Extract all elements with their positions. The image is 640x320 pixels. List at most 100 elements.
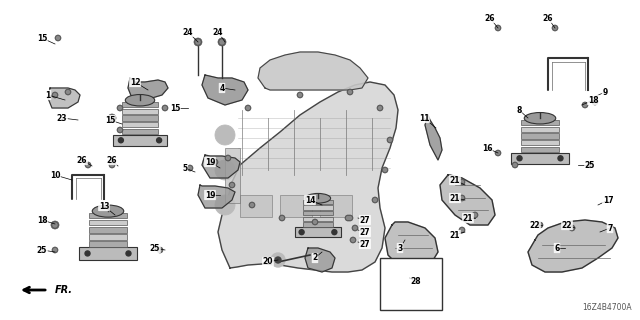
Circle shape: [67, 91, 70, 93]
Circle shape: [55, 35, 61, 41]
Circle shape: [352, 225, 358, 231]
Polygon shape: [202, 155, 240, 178]
Circle shape: [52, 247, 58, 253]
Bar: [122, 102, 158, 107]
Bar: [511, 153, 569, 164]
Bar: [122, 108, 158, 114]
Circle shape: [517, 156, 522, 161]
Bar: [393, 280, 417, 284]
Ellipse shape: [305, 193, 331, 203]
Circle shape: [378, 107, 381, 109]
Circle shape: [593, 100, 596, 103]
Text: 27: 27: [360, 239, 371, 249]
Text: 13: 13: [99, 202, 109, 211]
Circle shape: [117, 127, 123, 133]
Circle shape: [312, 219, 318, 225]
Text: 22: 22: [562, 220, 572, 229]
Bar: [521, 140, 559, 145]
Text: 15: 15: [170, 103, 180, 113]
Bar: [303, 205, 333, 210]
Bar: [521, 147, 559, 152]
Text: 21: 21: [450, 230, 460, 239]
Polygon shape: [202, 75, 248, 105]
Circle shape: [349, 91, 351, 93]
Text: 28: 28: [411, 277, 421, 286]
Circle shape: [332, 230, 337, 235]
Circle shape: [592, 99, 598, 105]
Circle shape: [347, 215, 353, 221]
Bar: [280, 195, 312, 217]
Circle shape: [108, 114, 116, 122]
Circle shape: [211, 194, 214, 196]
Circle shape: [584, 103, 586, 107]
Text: 25: 25: [585, 161, 595, 170]
Text: 6: 6: [554, 244, 559, 252]
Circle shape: [372, 197, 378, 203]
Text: 19: 19: [205, 157, 215, 166]
Polygon shape: [48, 88, 80, 108]
Circle shape: [157, 138, 162, 143]
Circle shape: [472, 212, 478, 218]
Circle shape: [512, 162, 518, 168]
Circle shape: [589, 164, 591, 166]
Circle shape: [495, 150, 501, 156]
Circle shape: [53, 223, 57, 227]
Text: 14: 14: [305, 196, 316, 204]
Text: 16Z4B4700A: 16Z4B4700A: [582, 303, 632, 312]
Text: 9: 9: [602, 87, 607, 97]
Circle shape: [353, 227, 356, 229]
Circle shape: [246, 107, 250, 109]
Circle shape: [497, 27, 499, 29]
Text: 17: 17: [603, 196, 613, 204]
Circle shape: [65, 89, 71, 95]
Circle shape: [109, 162, 115, 168]
Circle shape: [582, 102, 588, 108]
Circle shape: [382, 167, 388, 173]
Circle shape: [159, 249, 161, 252]
Bar: [89, 234, 127, 240]
Circle shape: [189, 166, 191, 170]
Circle shape: [474, 213, 477, 217]
Circle shape: [249, 202, 255, 208]
Circle shape: [126, 251, 131, 256]
Circle shape: [351, 238, 355, 242]
Circle shape: [461, 180, 463, 183]
Circle shape: [218, 38, 226, 46]
Text: 15: 15: [37, 34, 47, 43]
Circle shape: [297, 92, 303, 98]
Text: 21: 21: [450, 175, 460, 185]
Text: FR.: FR.: [55, 285, 73, 295]
Bar: [393, 284, 417, 288]
Bar: [387, 301, 423, 309]
Circle shape: [569, 225, 575, 231]
Circle shape: [230, 183, 234, 187]
Bar: [89, 213, 127, 218]
Circle shape: [558, 156, 563, 161]
Circle shape: [298, 93, 301, 97]
Polygon shape: [425, 115, 442, 160]
Text: 4: 4: [220, 84, 225, 92]
Polygon shape: [440, 175, 495, 225]
Circle shape: [415, 303, 420, 308]
Circle shape: [187, 165, 193, 171]
Circle shape: [250, 204, 253, 206]
Circle shape: [349, 217, 351, 220]
Text: 21: 21: [450, 194, 460, 203]
Circle shape: [162, 105, 168, 111]
Circle shape: [85, 251, 90, 256]
Bar: [320, 195, 352, 217]
Circle shape: [570, 227, 573, 229]
Circle shape: [377, 105, 383, 111]
Bar: [294, 227, 341, 237]
Circle shape: [212, 159, 218, 165]
Circle shape: [163, 107, 166, 109]
Bar: [303, 222, 333, 227]
Polygon shape: [258, 52, 368, 90]
Circle shape: [54, 93, 56, 97]
Text: 26: 26: [484, 13, 495, 22]
Circle shape: [280, 217, 284, 220]
Circle shape: [118, 107, 122, 109]
Circle shape: [54, 249, 56, 252]
Circle shape: [220, 40, 224, 44]
Text: 21: 21: [463, 213, 473, 222]
